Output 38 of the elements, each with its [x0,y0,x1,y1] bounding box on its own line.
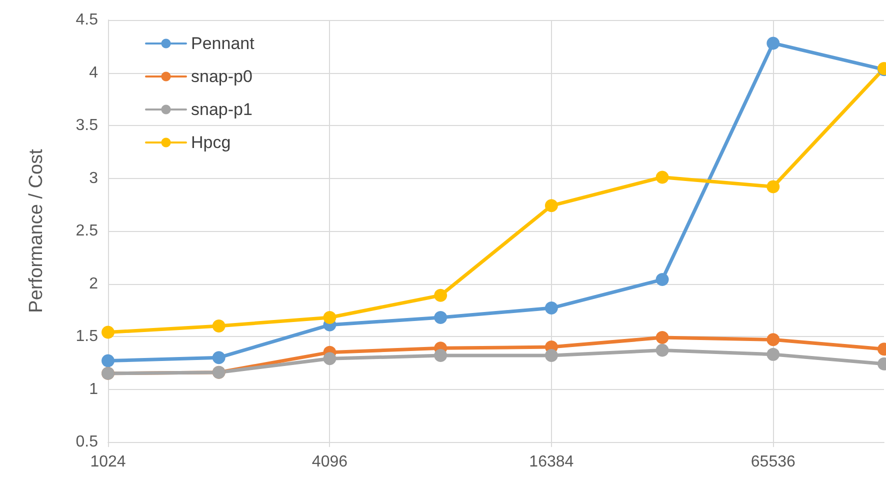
legend-label: snap-p0 [191,67,252,86]
y-tick-label: 3 [89,170,98,187]
y-tick-label: 2 [89,275,98,292]
y-tick-label: 4.5 [76,12,98,28]
point [766,333,780,346]
point [544,302,558,315]
point [544,199,558,212]
point [102,354,114,368]
y-tick-label: 1 [89,380,98,398]
y-tick-label: 4 [89,64,98,82]
point [766,36,780,50]
point [766,180,780,194]
point [544,348,558,362]
x-tick-label: 16384 [529,454,574,470]
point [656,273,669,286]
point [656,331,669,344]
point [323,352,336,366]
point [323,311,336,324]
y-tick-label: 1.5 [76,328,98,345]
legend-label: Hpcg [191,133,231,152]
point [102,326,114,339]
y-tick-label: 2.5 [76,222,98,240]
legend-label: snap-p1 [191,100,252,119]
y-tick-label: 3.5 [76,117,98,134]
point [434,348,448,362]
point [656,344,669,357]
point [656,170,669,184]
point [212,351,226,364]
x-tick-label: 4096 [312,454,348,470]
point [434,311,448,324]
point [434,288,448,302]
point [212,319,226,332]
y-tick-label: 0.5 [76,434,98,450]
y-axis-title: Performance / Cost [26,148,47,313]
x-tick-label: 65536 [750,454,796,470]
x-tick-label: 1024 [90,454,126,470]
legend-label: Pennant [191,34,255,53]
point [766,348,780,361]
